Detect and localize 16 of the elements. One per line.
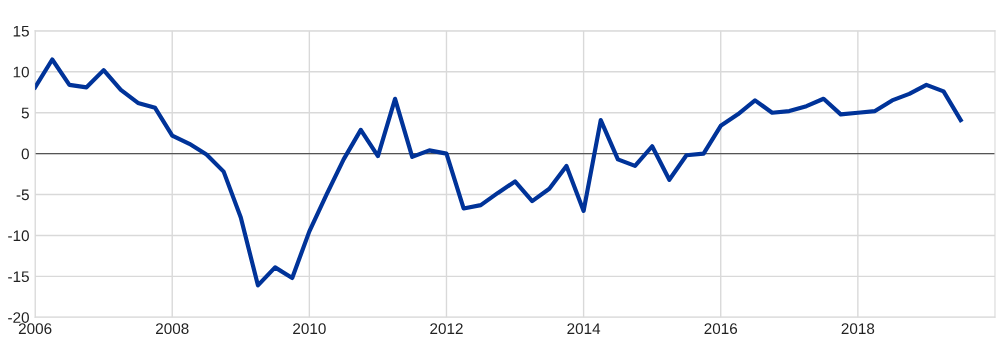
x-tick-label: 2012 (430, 323, 463, 335)
y-tick-label: 15 (13, 25, 29, 37)
x-tick-label: 2016 (704, 323, 738, 335)
x-tick-label: 2018 (841, 323, 875, 335)
x-tick-label: 2014 (567, 323, 601, 335)
y-tick-label: 10 (13, 66, 29, 78)
x-tick-label: 2008 (156, 323, 189, 335)
line-series (35, 57, 963, 288)
y-tick-label: -20 (8, 312, 29, 323)
y-tick-label: -10 (8, 230, 29, 242)
y-tick-label: -5 (16, 189, 29, 201)
y-tick-label: 5 (21, 107, 29, 119)
y-tick-label: -15 (8, 271, 29, 283)
x-tick-label: 2006 (18, 323, 52, 335)
x-tick-label: 2010 (293, 323, 326, 335)
y-tick-label: 0 (21, 148, 29, 160)
